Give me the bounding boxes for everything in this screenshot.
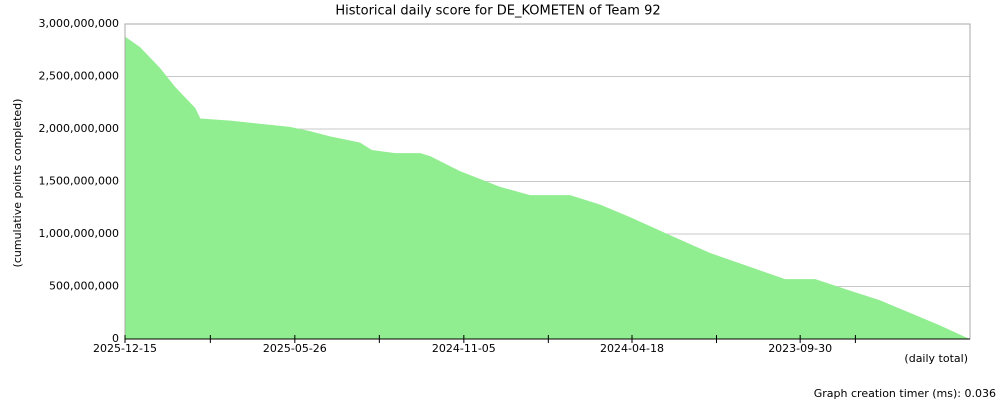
y-axis-label: (cumulative points completed)	[11, 99, 24, 268]
y-tick-label: 2,500,000,000	[39, 70, 119, 83]
x-tick-label: 2024-04-18	[600, 342, 664, 355]
y-tick-label: 1,500,000,000	[39, 175, 119, 188]
x-tick-label: 2024-11-05	[432, 342, 496, 355]
x-axis-label: (daily total)	[904, 352, 968, 365]
x-tick-label: 2023-09-30	[768, 342, 832, 355]
y-tick-label: 2,000,000,000	[39, 122, 119, 135]
y-tick-label: 1,000,000,000	[39, 227, 119, 240]
chart-title: Historical daily score for DE_KOMETEN of…	[335, 4, 660, 19]
x-tick-label: 2025-12-15	[93, 342, 157, 355]
area	[125, 36, 970, 339]
y-tick-label: 500,000,000	[49, 280, 119, 293]
y-tick-label: 0	[112, 332, 119, 345]
footer: Graph creation timer (ms): 0.036	[814, 387, 996, 400]
x-tick-label: 2025-05-26	[263, 342, 327, 355]
y-tick-label: 3,000,000,000	[39, 17, 119, 30]
